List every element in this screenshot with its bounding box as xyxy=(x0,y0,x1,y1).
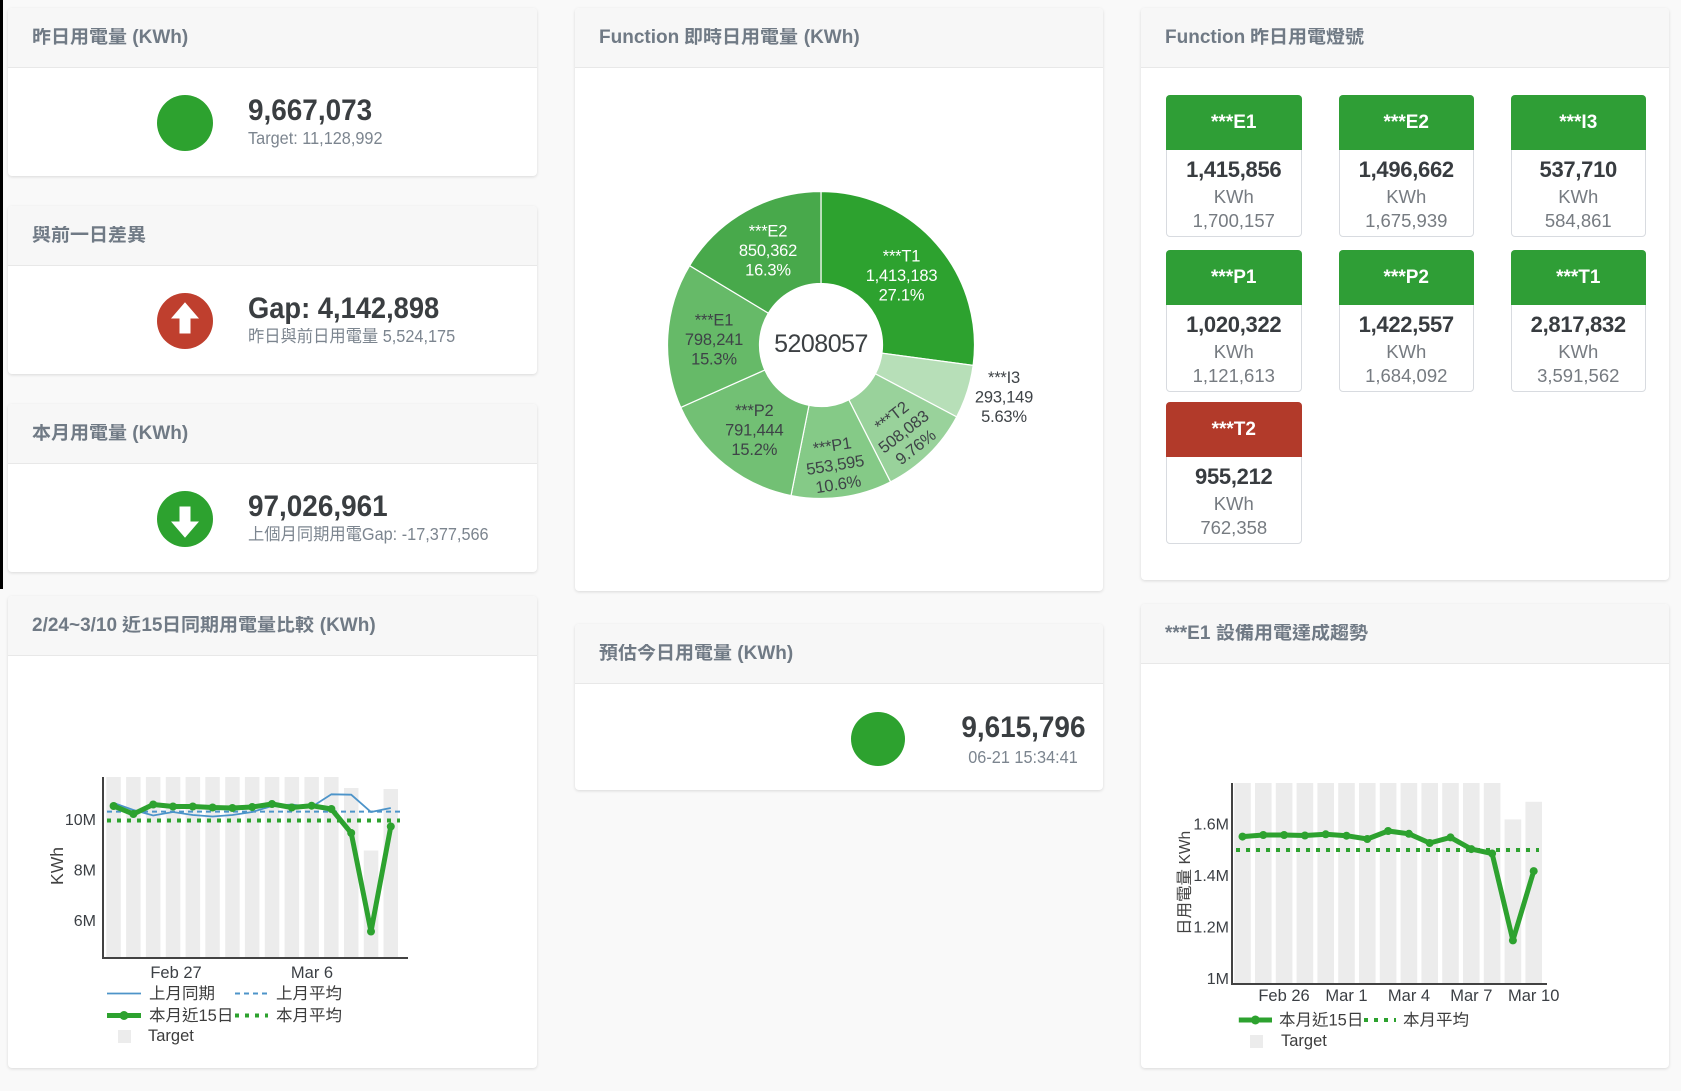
svg-text:15.2%: 15.2% xyxy=(731,441,777,459)
svg-text:***P1: ***P1 xyxy=(812,434,853,458)
svg-text:KWh: KWh xyxy=(1177,831,1194,865)
svg-text:798,241: 798,241 xyxy=(685,331,743,349)
svg-text:10M: 10M xyxy=(65,812,96,829)
svg-text:1.4M: 1.4M xyxy=(1193,868,1229,885)
svg-text:791,444: 791,444 xyxy=(725,421,783,439)
svg-text:Mar 7: Mar 7 xyxy=(1450,987,1492,1005)
svg-text:***T1: ***T1 xyxy=(883,248,921,266)
svg-text:Mar 6: Mar 6 xyxy=(291,964,333,982)
svg-text:Mar 10: Mar 10 xyxy=(1508,987,1559,1005)
svg-text:1,413,183: 1,413,183 xyxy=(866,267,938,285)
svg-text:Feb 27: Feb 27 xyxy=(150,964,201,982)
svg-text:Target: Target xyxy=(1281,1032,1327,1050)
svg-text:15: 15 xyxy=(1329,1012,1347,1030)
svg-text:15.3%: 15.3% xyxy=(691,351,737,369)
svg-text:6M: 6M xyxy=(74,913,96,930)
svg-text:***E2: ***E2 xyxy=(749,223,787,241)
svg-text:293,149: 293,149 xyxy=(975,389,1033,407)
svg-text:***E1: ***E1 xyxy=(695,312,733,330)
svg-text:850,362: 850,362 xyxy=(739,242,797,260)
svg-text:Target: Target xyxy=(148,1027,194,1045)
svg-text:KWh: KWh xyxy=(47,847,67,885)
svg-text:16.3%: 16.3% xyxy=(745,262,791,280)
svg-text:5.63%: 5.63% xyxy=(981,408,1027,426)
svg-text:***P2: ***P2 xyxy=(735,402,773,420)
svg-text:5208057: 5208057 xyxy=(774,330,868,358)
svg-text:Mar 1: Mar 1 xyxy=(1325,987,1367,1005)
svg-text:Feb 26: Feb 26 xyxy=(1258,987,1309,1005)
svg-text:1.6M: 1.6M xyxy=(1193,816,1229,833)
svg-text:1.2M: 1.2M xyxy=(1193,920,1229,937)
svg-text:27.1%: 27.1% xyxy=(879,287,925,305)
svg-text:1M: 1M xyxy=(1207,971,1229,988)
svg-text:***I3: ***I3 xyxy=(988,369,1020,387)
svg-text:15: 15 xyxy=(199,1007,217,1025)
svg-text:8M: 8M xyxy=(74,863,96,880)
svg-text:Mar 4: Mar 4 xyxy=(1388,987,1430,1005)
